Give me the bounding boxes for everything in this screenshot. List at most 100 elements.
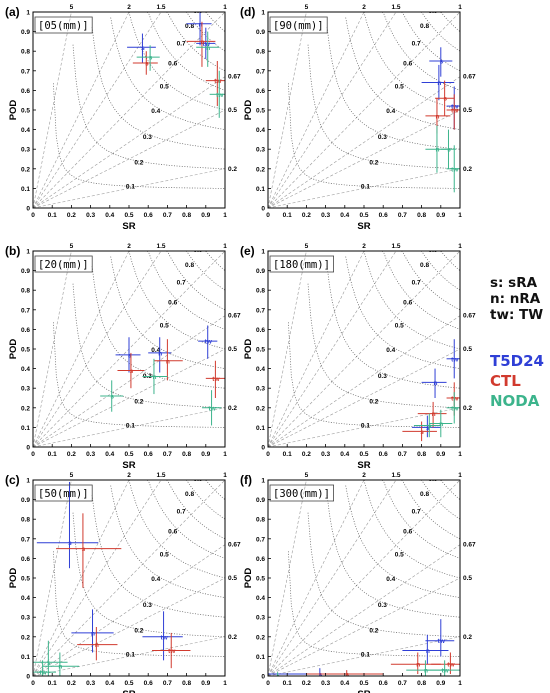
point-label: n bbox=[416, 662, 420, 669]
x-tick-label: 0.7 bbox=[163, 451, 172, 458]
bias-line bbox=[33, 251, 162, 447]
y-tick-label: 0.9 bbox=[21, 497, 30, 504]
point-label: n bbox=[200, 39, 204, 46]
bias-label-right: 0.67 bbox=[228, 74, 241, 81]
x-tick-label: 0.7 bbox=[163, 212, 172, 219]
csi-label: 0.2 bbox=[369, 398, 378, 405]
bias-label-right: 0.5 bbox=[463, 346, 472, 353]
data-point-noda-tw: tw bbox=[201, 390, 222, 426]
x-tick-label: 0.4 bbox=[340, 451, 349, 458]
point-label: s bbox=[82, 546, 86, 553]
data-point-ctl-s: s bbox=[117, 352, 145, 389]
x-tick-label: 0.5 bbox=[124, 212, 133, 219]
y-tick-label: 0.7 bbox=[21, 307, 30, 314]
y-tick-label: 0 bbox=[26, 206, 30, 213]
y-tick-label: 0.6 bbox=[21, 88, 30, 95]
bias-line bbox=[268, 251, 397, 447]
bias-line bbox=[33, 12, 225, 208]
csi-curve bbox=[345, 485, 460, 598]
y-tick-label: 0 bbox=[26, 674, 30, 681]
point-label: s bbox=[345, 672, 349, 679]
csi-label: 0.5 bbox=[160, 322, 169, 329]
bias-line bbox=[268, 636, 460, 676]
csi-curve bbox=[110, 485, 225, 598]
y-tick-label: 0.2 bbox=[256, 634, 265, 641]
csi-curve bbox=[146, 251, 225, 330]
x-tick-label: 0 bbox=[31, 680, 35, 687]
bias-line bbox=[268, 109, 460, 208]
point-label: tw bbox=[208, 405, 216, 412]
point-label: tw bbox=[214, 78, 222, 85]
csi-curve bbox=[146, 480, 225, 559]
csi-label: 0.4 bbox=[386, 576, 395, 583]
point-label: tw bbox=[451, 356, 459, 363]
bias-label-top: 1 bbox=[223, 472, 227, 479]
x-tick-label: 0.1 bbox=[48, 451, 57, 458]
csi-label: 0.4 bbox=[151, 576, 160, 583]
data-point-t5d24-n: n bbox=[421, 64, 455, 101]
x-tick-label: 0.5 bbox=[359, 451, 368, 458]
y-tick-label: 0.9 bbox=[256, 268, 265, 275]
y-tick-label: 0.9 bbox=[21, 29, 30, 36]
csi-label: 0.8 bbox=[420, 491, 429, 498]
x-tick-label: 0.3 bbox=[86, 212, 95, 219]
point-label: tw bbox=[451, 104, 459, 111]
csi-curve bbox=[128, 480, 225, 579]
x-tick-label: 0.1 bbox=[48, 680, 57, 687]
y-tick-label: 0.3 bbox=[256, 386, 265, 393]
bias-label-top: 5 bbox=[305, 472, 309, 479]
x-tick-label: 0.4 bbox=[105, 212, 114, 219]
data-point-ctl-tw: tw bbox=[446, 94, 460, 130]
csi-curve bbox=[72, 283, 225, 409]
csi-curve bbox=[128, 251, 225, 350]
point-label: n bbox=[435, 113, 439, 120]
data-point-t5d24-s: s bbox=[429, 47, 453, 77]
csi-curve bbox=[203, 251, 225, 271]
bias-label-top: 1.5 bbox=[156, 4, 165, 11]
data-point-noda-n: n bbox=[42, 652, 80, 676]
bias-label-top: 2 bbox=[127, 4, 131, 11]
bias-label-right: 0.2 bbox=[463, 634, 472, 641]
data-point-noda-tw: tw bbox=[33, 660, 57, 677]
bias-label-top: 1 bbox=[458, 4, 462, 11]
data-point-ctl-tw: tw bbox=[205, 61, 225, 107]
point-label: tw bbox=[451, 396, 459, 403]
x-tick-label: 0.8 bbox=[182, 451, 191, 458]
point-label: n bbox=[199, 21, 203, 28]
bias-line bbox=[268, 348, 460, 447]
x-tick-label: 0.2 bbox=[67, 212, 76, 219]
csi-curve bbox=[166, 480, 225, 540]
panel-1: 0.10.20.30.40.50.60.70.80.9sntwsntwsntw0… bbox=[240, 4, 476, 232]
y-tick-label: 0.1 bbox=[21, 654, 30, 661]
point-label: n bbox=[439, 421, 443, 428]
y-axis-title: POD bbox=[8, 100, 19, 121]
csi-label: 0.5 bbox=[160, 551, 169, 558]
csi-label: 0.7 bbox=[412, 40, 421, 47]
threshold-label: [50(mm)] bbox=[38, 488, 89, 500]
x-tick-label: 0.3 bbox=[321, 680, 330, 687]
y-tick-label: 0.8 bbox=[21, 49, 30, 56]
csi-label: 0.6 bbox=[403, 61, 412, 68]
bias-label-top: 5 bbox=[305, 4, 309, 11]
bias-line bbox=[33, 480, 225, 676]
point-label: tw bbox=[216, 92, 224, 99]
csi-label: 0.3 bbox=[143, 134, 152, 141]
csi-label: 0.8 bbox=[185, 262, 194, 269]
csi-label: 0.6 bbox=[168, 300, 177, 307]
csi-label: 0.1 bbox=[361, 652, 370, 659]
bias-line bbox=[33, 577, 225, 676]
bias-line bbox=[33, 348, 225, 447]
point-label: tw bbox=[39, 670, 47, 677]
csi-curve bbox=[420, 12, 460, 52]
csi-curve bbox=[326, 27, 460, 150]
bias-label-right: 0.2 bbox=[463, 166, 472, 173]
csi-curve bbox=[363, 12, 460, 111]
y-tick-label: 0.7 bbox=[256, 68, 265, 75]
csi-curve bbox=[381, 251, 460, 330]
x-tick-label: 0.9 bbox=[201, 680, 210, 687]
data-point-noda-tw: tw bbox=[446, 392, 460, 424]
csi-curve bbox=[185, 12, 225, 52]
point-label: s bbox=[149, 55, 153, 62]
bias-line bbox=[268, 12, 397, 208]
